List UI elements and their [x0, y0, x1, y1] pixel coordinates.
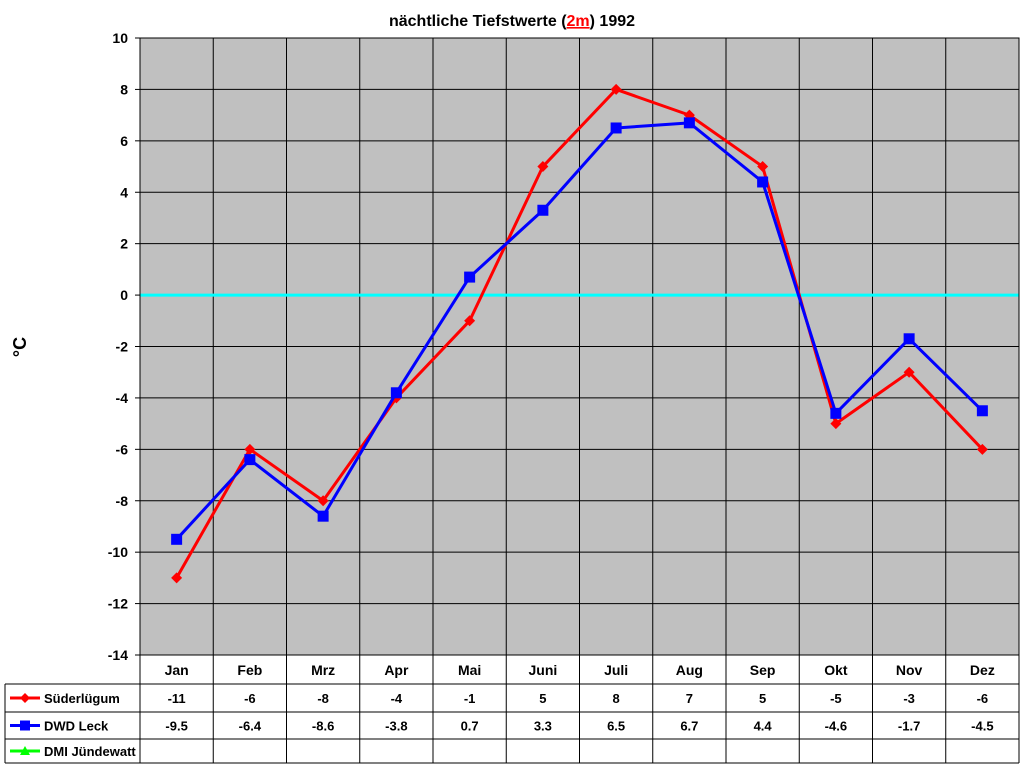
- category-label: Aug: [676, 662, 703, 678]
- y-tick-label: 2: [120, 236, 128, 252]
- data-point: [537, 204, 549, 216]
- data-point: [610, 83, 622, 95]
- table-cell: -11: [168, 691, 186, 706]
- data-point: [683, 117, 695, 129]
- data-point: [464, 271, 476, 283]
- table-cell: -1: [464, 691, 476, 706]
- table-cell: 6.5: [607, 719, 625, 734]
- table-cell: -1.7: [898, 719, 920, 734]
- data-point: [757, 176, 769, 188]
- table-cell: 7: [686, 691, 693, 706]
- table-cell: -6.4: [239, 719, 262, 734]
- y-tick-label: 4: [120, 184, 128, 200]
- table-cell: -6: [244, 691, 256, 706]
- y-tick-label: -6: [116, 441, 129, 457]
- data-point: [244, 443, 256, 455]
- category-label: Jan: [165, 662, 189, 678]
- series-0: [171, 83, 988, 584]
- category-label: Nov: [896, 662, 923, 678]
- data-point: [757, 161, 769, 173]
- data-point: [464, 315, 476, 327]
- legend-marker: [20, 693, 30, 703]
- y-tick-label: 0: [120, 287, 128, 303]
- category-label: Sep: [750, 662, 776, 678]
- y-tick-label: 6: [120, 133, 128, 149]
- legend-label: DWD Leck: [44, 719, 109, 734]
- data-point: [976, 443, 988, 455]
- data-point: [830, 407, 842, 419]
- data-point: [171, 572, 183, 584]
- table-cell: 4.4: [754, 719, 773, 734]
- data-point: [390, 387, 402, 399]
- y-axis-label: °C: [10, 337, 30, 357]
- legend-label: Süderlügum: [44, 691, 120, 706]
- category-label: Mai: [458, 662, 481, 678]
- table-row: DWD Leck -9.5 -6.4 -8.6 -3.8 0.7 3.3 6.5 6.7 4.4 -…: [10, 719, 994, 734]
- y-tick-label: -10: [108, 544, 128, 560]
- chart-title-suffix: ) 1992: [590, 13, 635, 30]
- table-cell: 6.7: [680, 719, 698, 734]
- data-point: [244, 454, 256, 466]
- data-point: [317, 510, 329, 522]
- table-cell: 8: [613, 691, 620, 706]
- table-cell: 3.3: [534, 719, 552, 734]
- table-cell: -6: [977, 691, 989, 706]
- data-point: [830, 418, 842, 430]
- chart-title-highlight: 2m: [567, 13, 590, 30]
- table-cell: -3.8: [385, 719, 407, 734]
- chart-title-prefix: nächtliche Tiefstwerte (: [389, 13, 567, 30]
- data-table: Jan Feb Mrz Apr Mai Juni Juli Aug Sep Okt Nov Dez Sü…: [4, 655, 1020, 764]
- table-row: Süderlügum -11 -6 -8 -4 -1 5 8 7 5 -5 -3 -6: [10, 691, 988, 706]
- plot-area: 10 8 6 4 2 0 -2 -4 -6 -8 -10 -12 -14: [108, 30, 1020, 663]
- table-cell: -4.5: [971, 719, 993, 734]
- table-cell: -8: [317, 691, 329, 706]
- table-row: DMI Jündewatt: [10, 744, 136, 759]
- y-tick-label: 8: [120, 81, 128, 97]
- table-cell: 5: [759, 691, 766, 706]
- category-label: Apr: [384, 662, 409, 678]
- category-label: Dez: [970, 662, 995, 678]
- category-label: Juli: [604, 662, 628, 678]
- category-label: Mrz: [311, 662, 335, 678]
- y-tick-label: -12: [108, 596, 128, 612]
- data-point: [171, 533, 183, 545]
- data-point: [537, 161, 549, 173]
- series-line: [175, 121, 984, 541]
- data-point: [903, 333, 915, 345]
- legend-label: DMI Jündewatt: [44, 744, 136, 759]
- table-cell: -3: [903, 691, 915, 706]
- y-tick-label: -14: [108, 647, 128, 663]
- data-point: [903, 366, 915, 378]
- legend-marker: [20, 746, 30, 755]
- table-cell: 0.7: [461, 719, 479, 734]
- table-cell: -5: [830, 691, 842, 706]
- y-tick-label: 10: [112, 30, 128, 46]
- data-point: [317, 495, 329, 507]
- table-cell: -8.6: [312, 719, 334, 734]
- series-1: [171, 117, 988, 545]
- y-tick-label: -2: [116, 339, 129, 355]
- legend-marker: [20, 720, 30, 731]
- table-cell: -9.5: [165, 719, 187, 734]
- table-cell: -4.6: [825, 719, 847, 734]
- y-tick-label: -8: [116, 493, 129, 509]
- series-line: [175, 87, 984, 579]
- category-label: Juni: [528, 662, 557, 678]
- chart-title: nächtliche Tiefstwerte (2m) 1992: [389, 13, 635, 30]
- data-point: [976, 405, 988, 417]
- category-label: Okt: [824, 662, 848, 678]
- table-cell: -4: [391, 691, 403, 706]
- table-cell: 5: [539, 691, 546, 706]
- category-label: Feb: [237, 662, 262, 678]
- y-tick-label: -4: [116, 390, 129, 406]
- data-point: [610, 122, 622, 134]
